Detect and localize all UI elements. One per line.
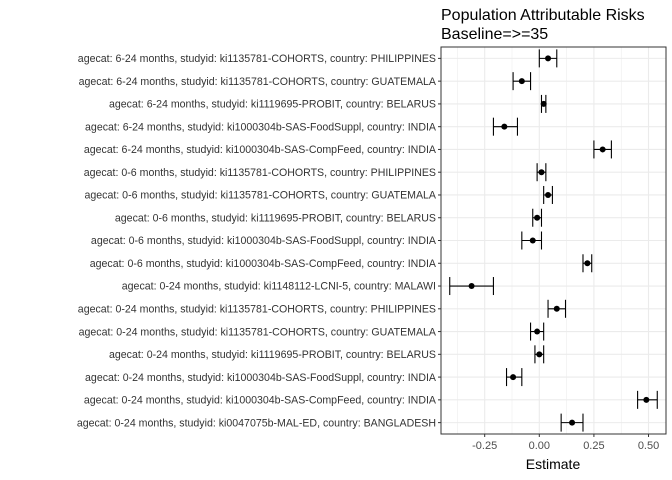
estimate-point — [545, 55, 552, 62]
x-tick-label: 0.25 — [583, 440, 604, 452]
category-label: agecat: 0-24 months, studyid: ki1148112-… — [122, 281, 436, 293]
estimate-point — [534, 214, 541, 221]
estimate-point — [510, 374, 517, 381]
category-label: agecat: 0-6 months, studyid: ki1119695-P… — [115, 212, 436, 224]
x-tick-label: -0.25 — [472, 440, 497, 452]
category-label: agecat: 6-24 months, studyid: ki1135781-… — [79, 76, 437, 88]
estimate-point — [529, 237, 536, 244]
estimate-point — [553, 305, 560, 312]
category-label: agecat: 0-24 months, studyid: ki1135781-… — [78, 303, 436, 315]
chart-title-line-2: Baseline=>=35 — [441, 26, 548, 43]
x-tick-label: 0.00 — [529, 440, 550, 452]
panel-border — [440, 46, 667, 435]
category-label: agecat: 0-24 months, studyid: ki0047075b… — [77, 417, 436, 429]
category-label: agecat: 0-24 months, studyid: ki1135781-… — [79, 326, 437, 338]
estimate-point — [599, 146, 606, 153]
estimate-point — [584, 260, 591, 267]
estimate-marks — [449, 49, 658, 432]
category-label: agecat: 6-24 months, studyid: ki1000304b… — [84, 144, 437, 156]
category-label: agecat: 0-24 months, studyid: ki1000304b… — [84, 395, 437, 407]
category-label: agecat: 6-24 months, studyid: ki1000304b… — [85, 121, 437, 133]
estimate-point — [538, 169, 545, 176]
estimate-point — [501, 123, 508, 130]
estimate-point — [540, 100, 547, 107]
estimate-point — [643, 396, 650, 403]
estimate-point — [545, 191, 552, 198]
x-axis-ticks: -0.25 0.00 0.25 0.50 — [438, 57, 659, 452]
chart-title-line-1: Population Attributable Risks — [441, 7, 645, 24]
category-label: agecat: 0-6 months, studyid: ki1000304b-… — [90, 258, 437, 270]
estimate-point — [536, 351, 543, 358]
estimate-point — [534, 328, 541, 335]
category-label: agecat: 6-24 months, studyid: ki1119695-… — [109, 99, 436, 111]
estimate-point — [518, 78, 525, 85]
category-label: agecat: 0-6 months, studyid: ki1000304b-… — [91, 235, 437, 247]
category-labels: agecat: 6-24 months, studyid: ki1135781-… — [77, 53, 437, 429]
category-label: agecat: 0-24 months, studyid: ki1119695-… — [109, 349, 436, 361]
estimate-point — [468, 283, 475, 290]
grid-lines — [441, 47, 666, 434]
category-label: agecat: 0-6 months, studyid: ki1135781-C… — [84, 190, 436, 202]
category-label: agecat: 6-24 months, studyid: ki1135781-… — [78, 53, 436, 65]
category-label: agecat: 0-24 months, studyid: ki1000304b… — [85, 372, 437, 384]
x-axis-title: Estimate — [526, 456, 581, 472]
estimate-point — [569, 419, 576, 426]
category-label: agecat: 0-6 months, studyid: ki1135781-C… — [84, 167, 436, 179]
x-tick-label: 0.50 — [638, 440, 659, 452]
